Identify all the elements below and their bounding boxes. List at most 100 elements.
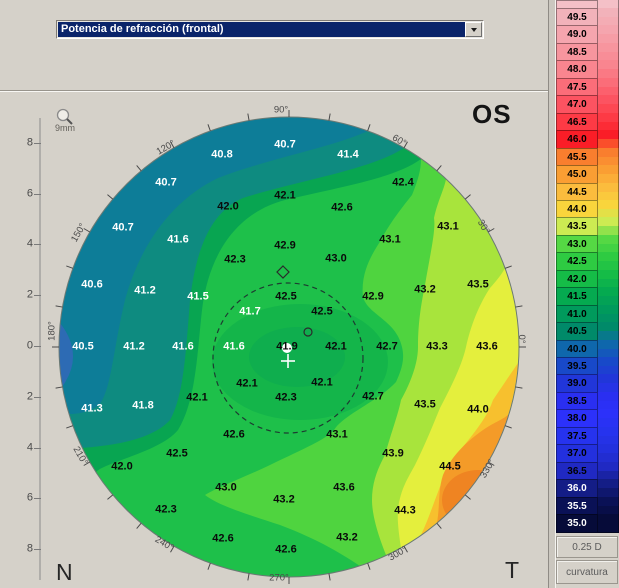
scale-mode-label: curvatura (566, 566, 608, 578)
map-value: 42.1 (186, 391, 208, 404)
cross-marker (281, 354, 295, 368)
map-value: 41.6 (167, 233, 189, 246)
map-value: 44.0 (467, 403, 489, 416)
scale-cell: 35.5 (556, 497, 598, 515)
map-value: 43.2 (273, 493, 295, 506)
axis-label: 8 (26, 136, 33, 149)
map-value: 44.3 (394, 504, 416, 517)
map-value: 40.5 (72, 340, 94, 353)
map-value: 43.5 (414, 398, 436, 411)
zoom-diameter-label: 9mm (55, 123, 75, 133)
map-value: 40.7 (112, 221, 134, 234)
map-value: 43.0 (215, 481, 237, 494)
chevron-down-icon (470, 27, 477, 32)
scale-cell: 46.0 (556, 130, 598, 149)
map-type-dropdown[interactable]: Potencia de refracción (frontal) (56, 20, 484, 39)
scale-cell: 47.5 (556, 78, 598, 96)
degree-label: 180° (46, 321, 58, 341)
map-value: 41.8 (132, 399, 154, 412)
scale-cell: 40.5 (556, 322, 598, 341)
map-value: 44.5 (439, 460, 461, 473)
map-value: 42.5 (166, 447, 188, 460)
dropdown-arrow-button[interactable] (465, 22, 482, 37)
map-value: 41.7 (239, 305, 261, 318)
eye-side-label: OS (472, 99, 512, 129)
scale-step-box: 0.25 D (556, 536, 618, 558)
map-value: 42.3 (275, 391, 297, 404)
map-value: 42.4 (392, 176, 414, 189)
map-value: 41.4 (337, 148, 359, 161)
map-value: 42.6 (275, 543, 297, 556)
map-value: 40.6 (81, 278, 103, 291)
map-value: 43.2 (414, 283, 436, 296)
map-type-dropdown-value: Potencia de refracción (frontal) (61, 23, 224, 35)
map-value: 41.6 (223, 340, 245, 353)
map-value: 43.6 (476, 340, 498, 353)
map-value: 43.5 (467, 278, 489, 291)
map-value: 43.6 (333, 481, 355, 494)
map-value: 41.9 (276, 340, 298, 353)
color-scale-panel: 49.5 49.0 48.5 48.0 47.5 47.0 46.5 46.0 45.5 45.0… (556, 0, 619, 588)
scale-stripe (598, 523, 619, 533)
scale-cell: 47.0 (556, 95, 598, 114)
axis-tick (34, 346, 41, 347)
scale-cell: 45.0 (556, 165, 598, 184)
axis-label: 2 (26, 390, 33, 403)
scale-cell: 49.5 (556, 8, 598, 26)
map-value: 42.3 (224, 253, 246, 266)
pupil-dashed-circle (212, 282, 364, 434)
panel-divider (548, 0, 556, 588)
scale-cell: 44.0 (556, 200, 598, 218)
map-value: 43.9 (382, 447, 404, 460)
axis-label: 2 (26, 288, 33, 301)
scale-step-label: 0.25 D (572, 541, 602, 553)
map-value: 43.1 (326, 428, 348, 441)
scale-cell: 41.0 (556, 305, 598, 323)
scale-cell: 43.0 (556, 235, 598, 253)
map-value: 41.5 (187, 290, 209, 303)
circle-marker (303, 327, 313, 337)
apex-dot-marker (282, 343, 292, 353)
map-value: 42.1 (325, 340, 347, 353)
map-value: 42.1 (274, 189, 296, 202)
scale-cell: 49.0 (556, 25, 598, 44)
scale-cell: 37.5 (556, 427, 598, 445)
diamond-marker (276, 265, 290, 279)
scale-cell: 40.0 (556, 340, 598, 358)
map-value: 42.0 (217, 200, 239, 213)
map-value: 43.1 (437, 220, 459, 233)
magnifier-icon[interactable] (56, 108, 73, 125)
map-value: 40.7 (155, 176, 177, 189)
map-value: 43.0 (325, 252, 347, 265)
map-value: 42.6 (223, 428, 245, 441)
map-value: 42.7 (376, 340, 398, 353)
degree-label: 90° (273, 104, 289, 116)
map-value: 41.3 (81, 402, 103, 415)
axis-label: 4 (26, 237, 33, 250)
scale-cell: 39.0 (556, 374, 598, 393)
map-value: 42.1 (311, 376, 333, 389)
degree-label: 270° (269, 572, 289, 584)
axis-label: 8 (26, 542, 33, 555)
scale-cell: 38.0 (556, 409, 598, 428)
map-value: 40.7 (274, 138, 296, 151)
map-value: 43.3 (426, 340, 448, 353)
map-value: 41.6 (172, 340, 194, 353)
map-value: 40.8 (211, 148, 233, 161)
scale-cell: 35.0 (556, 514, 598, 533)
axis-label: 6 (26, 187, 33, 200)
axis-tick (34, 295, 41, 296)
axis-label: 4 (26, 441, 33, 454)
map-value: 42.6 (212, 532, 234, 545)
axis-tick (34, 143, 41, 144)
map-value: 42.6 (331, 201, 353, 214)
axis-tick (34, 397, 41, 398)
rim-ticks (52, 110, 526, 584)
nasal-label: N (56, 559, 73, 585)
scale-cell: 39.5 (556, 357, 598, 375)
axis-tick (34, 448, 41, 449)
scale-cell: 36.5 (556, 462, 598, 480)
scale-mode-box: curvatura (556, 560, 618, 584)
